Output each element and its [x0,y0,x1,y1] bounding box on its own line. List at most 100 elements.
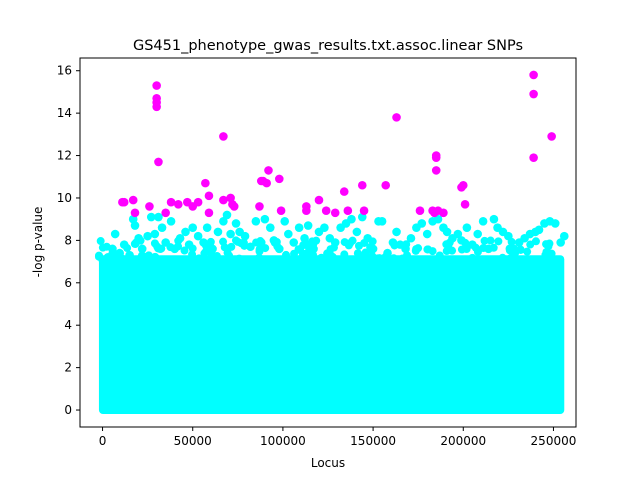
snp-point [231,236,240,245]
snp-point [166,216,176,226]
significant-snp-point [275,174,284,184]
snp-point [422,229,432,239]
snp-point [202,223,212,232]
snp-point [303,221,313,230]
snp-point [163,256,172,265]
snp-point [486,236,495,245]
significant-snp-point [262,178,271,188]
significant-snp-point [128,195,138,205]
snp-point [537,266,546,275]
snp-point [227,242,236,251]
snp-point [536,257,545,266]
snp-point [103,253,113,262]
snp-point [494,237,503,246]
snp-point [137,244,147,254]
snp-point [301,249,310,258]
snp-point [250,256,259,265]
snp-point [125,250,134,260]
snp-point [241,256,250,265]
snp-point [175,233,185,243]
significant-snp-point [154,157,163,167]
snp-point [412,245,421,254]
snp-point [146,212,156,222]
snp-point [433,214,443,224]
significant-snp-point [166,197,176,207]
snp-point [534,225,544,235]
significant-snp-point [381,180,391,190]
snp-point [240,231,250,241]
snp-point [115,248,124,258]
significant-snp-point [204,191,214,201]
snp-point [319,256,328,265]
snp-point [265,223,275,232]
snp-point [353,249,362,258]
snp-point [161,238,170,247]
snp-point [453,229,463,239]
snp-point [130,221,140,230]
significant-snp-point [392,113,401,122]
snp-point [389,254,398,263]
snp-point [294,245,303,254]
significant-snp-point [204,208,214,218]
significant-snp-point [529,153,538,162]
snp-point [172,265,181,274]
significant-snp-point [130,208,140,218]
snp-point [432,256,441,265]
snp-point [442,240,451,249]
snp-point [282,250,291,259]
dense-band-fill [98,255,565,415]
snp-point [260,214,270,224]
snp-point [513,262,522,271]
snp-point [188,223,198,232]
snp-point [206,237,215,246]
snp-point [516,245,525,254]
snp-point [489,214,499,224]
snp-point [269,236,279,245]
snp-point [156,245,165,254]
snp-point [399,265,408,274]
snp-point [352,227,362,237]
y-tick-label: 14 [57,106,72,120]
snp-point [181,257,190,266]
significant-snp-point [529,89,538,99]
snp-point [346,264,355,273]
snp-point [256,238,266,247]
snp-point [170,244,179,254]
significant-snp-point [255,202,264,211]
snp-point [556,238,565,247]
snp-point [275,244,284,254]
y-tick-label: 10 [57,191,72,205]
snp-point [235,254,244,263]
snp-point [208,244,217,254]
x-tick-label: 200000 [440,434,486,448]
snp-point [150,229,160,239]
significant-snp-point [264,166,273,175]
snp-point [219,216,228,226]
snp-point [406,233,416,243]
snp-point [180,246,189,255]
snp-point [326,250,335,259]
snp-point [289,238,299,247]
snp-point [340,238,349,247]
snp-point [201,260,210,269]
snp-point [280,216,290,226]
x-axis-title: Locus [311,456,345,470]
snp-point [213,227,223,237]
snp-point [223,255,232,264]
snp-point [108,244,117,254]
snp-point [110,229,120,239]
snp-point [372,261,381,270]
significant-snp-point [173,200,183,209]
snp-point [527,259,536,268]
snp-point [195,254,204,263]
significant-snp-point [161,208,170,218]
x-tick-label: 250000 [531,434,577,448]
y-tick-label: 8 [64,233,72,247]
dense-snp-band [94,236,565,415]
significant-snp-point [193,197,203,207]
snp-point [155,256,164,265]
significant-snp-point [321,206,331,215]
snp-point [363,233,372,243]
snp-point [94,252,103,261]
